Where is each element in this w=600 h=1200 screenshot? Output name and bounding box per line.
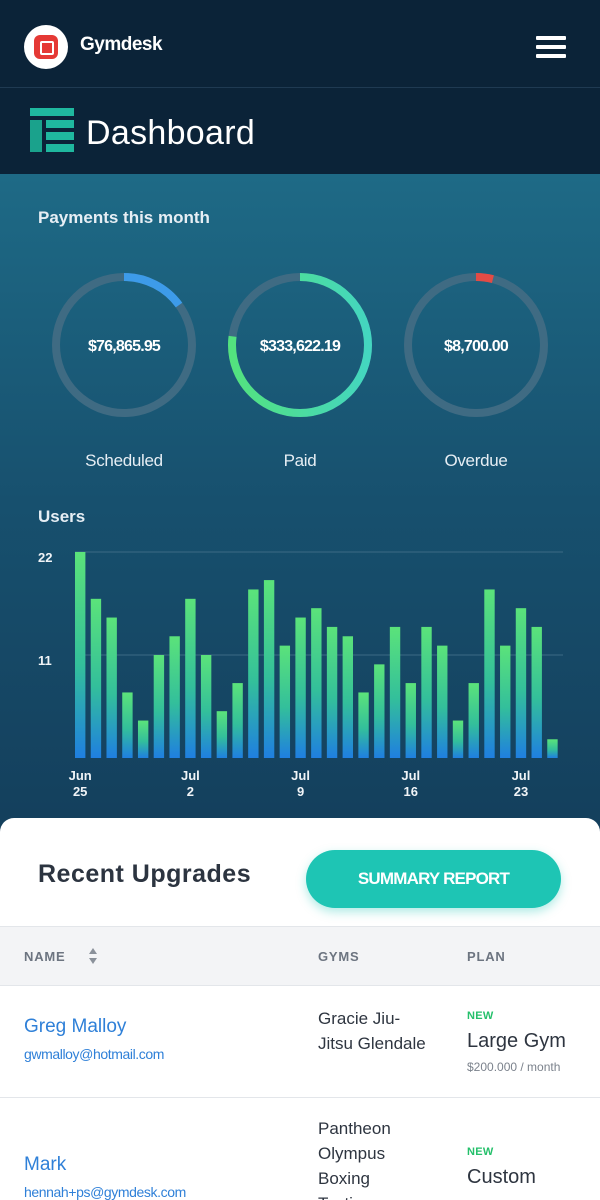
- users-bar[interactable]: [547, 739, 558, 758]
- scheduled-donut[interactable]: [49, 270, 199, 420]
- table-row: Greg Malloy gwmalloy@hotmail.com Gracie …: [0, 986, 600, 1098]
- overdue-donut[interactable]: [401, 270, 551, 420]
- users-bar[interactable]: [437, 645, 448, 758]
- x-tick-month: Jul: [512, 768, 531, 783]
- recent-upgrades-title: Recent Upgrades: [38, 860, 252, 888]
- users-bar[interactable]: [515, 608, 527, 758]
- users-bar[interactable]: [137, 720, 149, 758]
- users-bar[interactable]: [500, 645, 511, 758]
- dashboard-icon: [30, 108, 74, 152]
- users-bar[interactable]: [452, 720, 464, 758]
- users-bar[interactable]: [484, 589, 495, 758]
- app-name[interactable]: Gymdesk: [80, 34, 163, 55]
- y-tick-label: 22: [38, 550, 52, 565]
- table-row: Mark hennah+ps@gymdesk.com Pantheon Olym…: [0, 1098, 600, 1200]
- users-bar[interactable]: [263, 580, 275, 758]
- page-title-bar: [0, 88, 600, 174]
- users-bar[interactable]: [405, 683, 416, 758]
- gym-name: Pantheon Olympus Boxing Testing: [318, 1119, 391, 1200]
- users-bar[interactable]: [169, 636, 180, 758]
- column-header-plan: PLAN: [467, 949, 506, 964]
- member-email-link[interactable]: gwmalloy@hotmail.com: [24, 1046, 165, 1062]
- overdue-label: Overdue: [444, 451, 508, 470]
- users-bar[interactable]: [153, 655, 165, 758]
- users-bar[interactable]: [248, 589, 259, 758]
- scheduled-label: Scheduled: [85, 451, 163, 470]
- paid-label: Paid: [283, 451, 317, 470]
- column-header-name[interactable]: NAME: [24, 949, 66, 964]
- users-bar[interactable]: [531, 626, 542, 758]
- x-tick-day: 2: [187, 784, 194, 799]
- x-tick-month: Jul: [181, 768, 200, 783]
- gymdesk-logo-icon[interactable]: [24, 25, 68, 69]
- users-bar[interactable]: [216, 711, 228, 758]
- plan-price: $200.000 / month: [467, 1060, 561, 1074]
- plan-name: Custom: [467, 1166, 536, 1188]
- summary-report-button[interactable]: SUMMARY REPORT: [306, 850, 561, 908]
- users-bar[interactable]: [185, 598, 196, 758]
- users-bar[interactable]: [389, 626, 401, 758]
- payments-title: Payments this month: [38, 208, 210, 227]
- column-header-gyms: GYMS: [318, 949, 360, 964]
- users-bar[interactable]: [326, 626, 338, 758]
- top-navbar: Gymdesk: [0, 0, 600, 88]
- y-tick-label: 11: [38, 653, 52, 668]
- table-header: NAME GYMS PLAN: [0, 926, 600, 986]
- x-tick-day: 9: [297, 784, 304, 799]
- users-bar[interactable]: [421, 626, 432, 758]
- users-bar[interactable]: [75, 552, 86, 758]
- page-title: Dashboard: [86, 114, 256, 152]
- users-bar[interactable]: [122, 692, 133, 758]
- x-tick-month: Jun: [69, 768, 92, 783]
- member-email-link[interactable]: hennah+ps@gymdesk.com: [24, 1184, 186, 1200]
- users-bar[interactable]: [311, 608, 322, 758]
- x-tick-month: Jul: [401, 768, 420, 783]
- new-badge: NEW: [467, 1146, 494, 1158]
- overdue-amount: $8,700.00: [444, 338, 509, 355]
- users-bar[interactable]: [200, 655, 212, 758]
- sort-icon[interactable]: [88, 947, 98, 965]
- plan-name: Large Gym: [467, 1030, 566, 1052]
- paid-amount: $333,622.19: [259, 338, 341, 355]
- users-bar[interactable]: [358, 692, 369, 758]
- users-bar[interactable]: [374, 664, 385, 758]
- paid-donut[interactable]: [225, 270, 375, 420]
- scheduled-amount: $76,865.95: [87, 338, 161, 355]
- users-chart-title: Users: [38, 507, 86, 526]
- users-bar[interactable]: [106, 617, 117, 758]
- users-bar[interactable]: [279, 645, 291, 758]
- member-name-link[interactable]: Mark: [24, 1154, 67, 1175]
- x-tick-day: 25: [73, 784, 87, 799]
- x-tick-day: 16: [404, 784, 418, 799]
- hamburger-menu-icon[interactable]: [536, 36, 566, 60]
- member-name-link[interactable]: Greg Malloy: [24, 1016, 127, 1037]
- users-bar[interactable]: [295, 617, 306, 758]
- gym-name: Gracie Jiu-Jitsu Glendale: [318, 1009, 426, 1053]
- x-tick-month: Jul: [291, 768, 310, 783]
- users-bar[interactable]: [232, 683, 243, 758]
- new-badge: NEW: [467, 1010, 494, 1022]
- users-bar[interactable]: [342, 636, 354, 758]
- users-bar[interactable]: [468, 683, 479, 758]
- recent-upgrades-card: Recent Upgrades SUMMARY REPORT NAME GYMS…: [0, 818, 600, 1200]
- users-bar[interactable]: [90, 598, 102, 758]
- x-tick-day: 23: [514, 784, 528, 799]
